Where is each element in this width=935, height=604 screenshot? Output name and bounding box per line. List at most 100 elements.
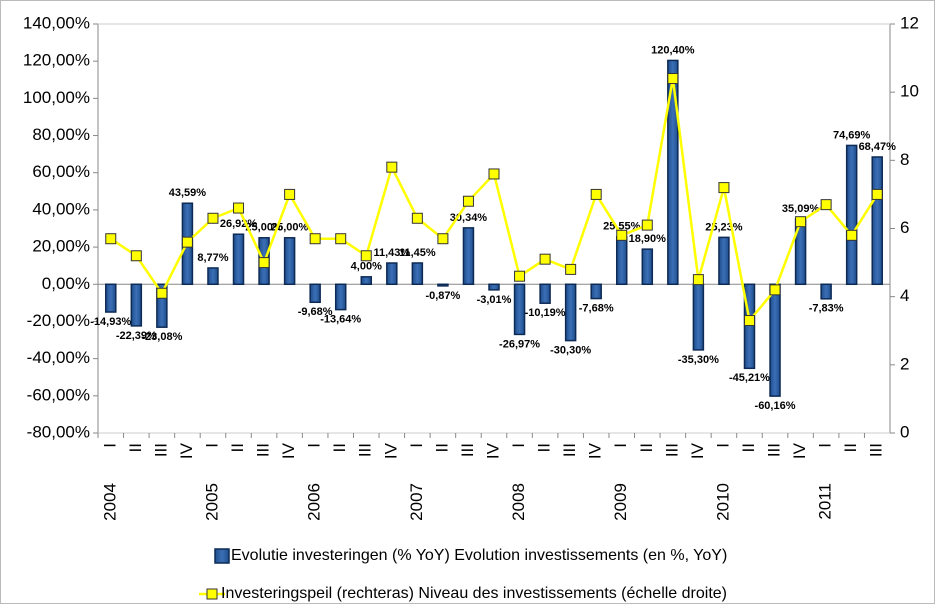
bar bbox=[590, 283, 602, 300]
value-label: -9,68% bbox=[298, 306, 333, 318]
x-tick-label: I bbox=[816, 443, 835, 448]
x-tick-label: IV bbox=[483, 442, 502, 459]
x-tick-label: III bbox=[867, 443, 886, 457]
line-marker bbox=[692, 274, 704, 286]
bar bbox=[539, 283, 551, 304]
legend-swatch bbox=[214, 548, 230, 564]
x-tick-label: I bbox=[611, 443, 630, 448]
x-tick-label: III bbox=[662, 443, 681, 457]
x-tick-label: III bbox=[254, 443, 273, 457]
y-tick-label: 100,00% bbox=[23, 88, 90, 107]
value-label: 8,77% bbox=[197, 252, 228, 264]
value-label: -3,01% bbox=[477, 294, 512, 306]
x-tick-label: I bbox=[407, 443, 426, 448]
value-label: -35,30% bbox=[678, 354, 719, 366]
bar bbox=[130, 283, 143, 327]
value-label: -7,83% bbox=[809, 303, 844, 315]
line-marker bbox=[360, 250, 372, 262]
bar bbox=[641, 248, 654, 286]
year-label: 2011 bbox=[816, 483, 835, 520]
value-label: 120,40% bbox=[651, 44, 695, 56]
y-tick-label: 140,00% bbox=[23, 13, 90, 32]
line-marker bbox=[335, 233, 347, 245]
line-marker bbox=[514, 270, 526, 282]
value-label: 18,90% bbox=[629, 233, 667, 245]
line-marker bbox=[437, 233, 449, 245]
x-tick-label: I bbox=[509, 443, 528, 448]
bar bbox=[437, 283, 449, 287]
value-label: 43,59% bbox=[169, 187, 207, 199]
y-tick-label: 120,00% bbox=[23, 51, 90, 70]
y2-tick-label: 2 bbox=[900, 354, 909, 373]
line-marker bbox=[616, 229, 628, 241]
x-tick-label: IV bbox=[586, 442, 605, 459]
year-label: 2007 bbox=[407, 483, 426, 521]
line-marker bbox=[769, 284, 781, 296]
y-tick-label: -40,00% bbox=[27, 348, 90, 367]
line-marker bbox=[820, 199, 832, 211]
line-marker bbox=[411, 212, 423, 224]
year-label: 2008 bbox=[509, 483, 528, 521]
bar bbox=[462, 227, 475, 286]
year-label: 2004 bbox=[100, 483, 119, 521]
y-tick-label: 60,00% bbox=[32, 162, 90, 181]
value-label: 35,09% bbox=[782, 203, 820, 215]
x-tick-label: II bbox=[228, 443, 247, 452]
bar bbox=[564, 283, 577, 342]
x-tick-label: III bbox=[356, 443, 375, 457]
x-tick-label: I bbox=[305, 443, 324, 448]
line-marker bbox=[309, 233, 321, 245]
value-label: -7,68% bbox=[579, 302, 614, 314]
bar bbox=[845, 144, 858, 286]
x-tick-label: II bbox=[739, 443, 758, 452]
value-label: -22,39% bbox=[116, 330, 157, 342]
x-tick-label: IV bbox=[177, 442, 196, 459]
x-tick-label: IV bbox=[688, 442, 707, 459]
x-tick-label: I bbox=[713, 443, 732, 448]
bar bbox=[283, 237, 296, 286]
bar bbox=[615, 236, 628, 286]
year-label: 2005 bbox=[202, 483, 221, 521]
bar bbox=[743, 283, 756, 370]
x-tick-label: I bbox=[202, 443, 221, 448]
y-tick-label: -80,00% bbox=[27, 422, 90, 441]
bar bbox=[769, 283, 781, 397]
x-tick-label: IV bbox=[381, 442, 400, 459]
bar bbox=[105, 283, 117, 313]
line-marker bbox=[539, 253, 551, 265]
y-tick-label: -60,00% bbox=[27, 385, 90, 404]
bar bbox=[156, 283, 168, 328]
x-tick-label: IV bbox=[279, 442, 298, 459]
value-label: -13,64% bbox=[320, 314, 361, 326]
value-label: -23,08% bbox=[141, 331, 182, 343]
line-marker bbox=[590, 188, 602, 200]
bar bbox=[488, 283, 500, 291]
bar bbox=[207, 267, 219, 286]
bar bbox=[513, 283, 526, 336]
line-marker bbox=[871, 188, 883, 200]
value-label: 74,69% bbox=[833, 129, 871, 141]
line-marker bbox=[667, 73, 679, 85]
y2-tick-label: 10 bbox=[900, 82, 919, 101]
line-marker bbox=[846, 229, 858, 241]
y-tick-label: 0,00% bbox=[42, 274, 90, 293]
bar bbox=[871, 156, 883, 286]
value-label: 25,00% bbox=[245, 222, 283, 234]
bar bbox=[667, 59, 679, 286]
legend-label: Evolutie investeringen (% YoY) Evolution… bbox=[231, 547, 727, 564]
line-marker bbox=[488, 168, 500, 180]
y2-tick-label: 0 bbox=[900, 422, 909, 441]
value-label: 25,55% bbox=[603, 221, 641, 233]
value-label: -45,21% bbox=[729, 372, 770, 384]
x-tick-label: IV bbox=[790, 442, 809, 459]
line-marker bbox=[181, 236, 193, 248]
value-label: -30,30% bbox=[550, 345, 591, 357]
y2-tick-label: 6 bbox=[900, 218, 909, 237]
x-tick-label: II bbox=[330, 443, 349, 452]
bar bbox=[411, 262, 424, 286]
line-marker bbox=[130, 250, 142, 262]
y-tick-label: 20,00% bbox=[32, 237, 90, 256]
value-label: 25,00% bbox=[271, 222, 309, 234]
bar bbox=[360, 276, 373, 286]
value-label: 68,47% bbox=[859, 141, 897, 153]
